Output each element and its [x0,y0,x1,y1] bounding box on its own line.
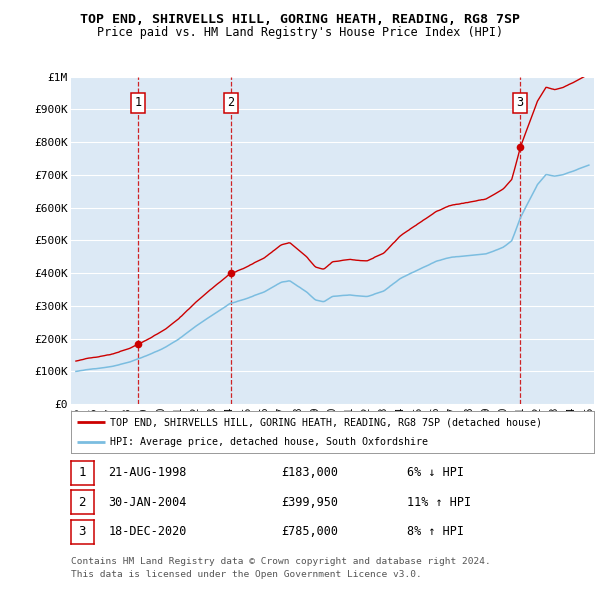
Text: 30-JAN-2004: 30-JAN-2004 [109,496,187,509]
Text: £183,000: £183,000 [281,466,338,480]
Text: TOP END, SHIRVELLS HILL, GORING HEATH, READING, RG8 7SP: TOP END, SHIRVELLS HILL, GORING HEATH, R… [80,13,520,26]
Text: TOP END, SHIRVELLS HILL, GORING HEATH, READING, RG8 7SP (detached house): TOP END, SHIRVELLS HILL, GORING HEATH, R… [110,417,542,427]
Text: 3: 3 [79,525,86,539]
Text: 18-DEC-2020: 18-DEC-2020 [109,525,187,539]
Text: £399,950: £399,950 [281,496,338,509]
Text: Price paid vs. HM Land Registry's House Price Index (HPI): Price paid vs. HM Land Registry's House … [97,26,503,39]
Text: This data is licensed under the Open Government Licence v3.0.: This data is licensed under the Open Gov… [71,571,422,579]
Text: 21-AUG-1998: 21-AUG-1998 [109,466,187,480]
Text: 1: 1 [134,96,142,109]
Text: 11% ↑ HPI: 11% ↑ HPI [407,496,471,509]
Text: £785,000: £785,000 [281,525,338,539]
Text: 3: 3 [516,96,523,109]
Text: HPI: Average price, detached house, South Oxfordshire: HPI: Average price, detached house, Sout… [110,437,428,447]
Text: 2: 2 [79,496,86,509]
Text: 6% ↓ HPI: 6% ↓ HPI [407,466,464,480]
Text: Contains HM Land Registry data © Crown copyright and database right 2024.: Contains HM Land Registry data © Crown c… [71,558,491,566]
Text: 8% ↑ HPI: 8% ↑ HPI [407,525,464,539]
Text: 2: 2 [227,96,235,109]
Text: 1: 1 [79,466,86,480]
